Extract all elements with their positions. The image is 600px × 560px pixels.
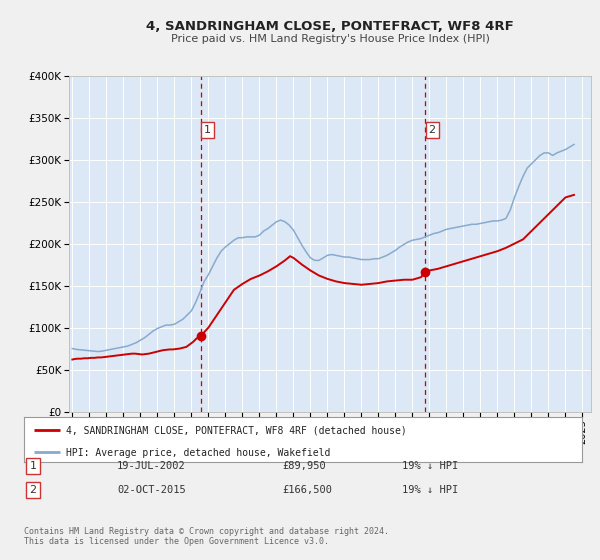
Text: Price paid vs. HM Land Registry's House Price Index (HPI): Price paid vs. HM Land Registry's House … — [170, 34, 490, 44]
Text: 4, SANDRINGHAM CLOSE, PONTEFRACT, WF8 4RF: 4, SANDRINGHAM CLOSE, PONTEFRACT, WF8 4R… — [146, 20, 514, 32]
Text: 19% ↓ HPI: 19% ↓ HPI — [402, 461, 458, 471]
Text: £166,500: £166,500 — [282, 485, 332, 495]
Text: HPI: Average price, detached house, Wakefield: HPI: Average price, detached house, Wake… — [66, 448, 330, 458]
Text: 19% ↓ HPI: 19% ↓ HPI — [402, 485, 458, 495]
Text: 2: 2 — [428, 125, 436, 135]
Text: 4, SANDRINGHAM CLOSE, PONTEFRACT, WF8 4RF (detached house): 4, SANDRINGHAM CLOSE, PONTEFRACT, WF8 4R… — [66, 426, 407, 436]
Text: £89,950: £89,950 — [282, 461, 326, 471]
Text: 02-OCT-2015: 02-OCT-2015 — [117, 485, 186, 495]
Text: 1: 1 — [204, 125, 211, 135]
Text: 1: 1 — [29, 461, 37, 471]
Text: Contains HM Land Registry data © Crown copyright and database right 2024.
This d: Contains HM Land Registry data © Crown c… — [24, 526, 389, 546]
Text: 2: 2 — [29, 485, 37, 495]
Text: 19-JUL-2002: 19-JUL-2002 — [117, 461, 186, 471]
